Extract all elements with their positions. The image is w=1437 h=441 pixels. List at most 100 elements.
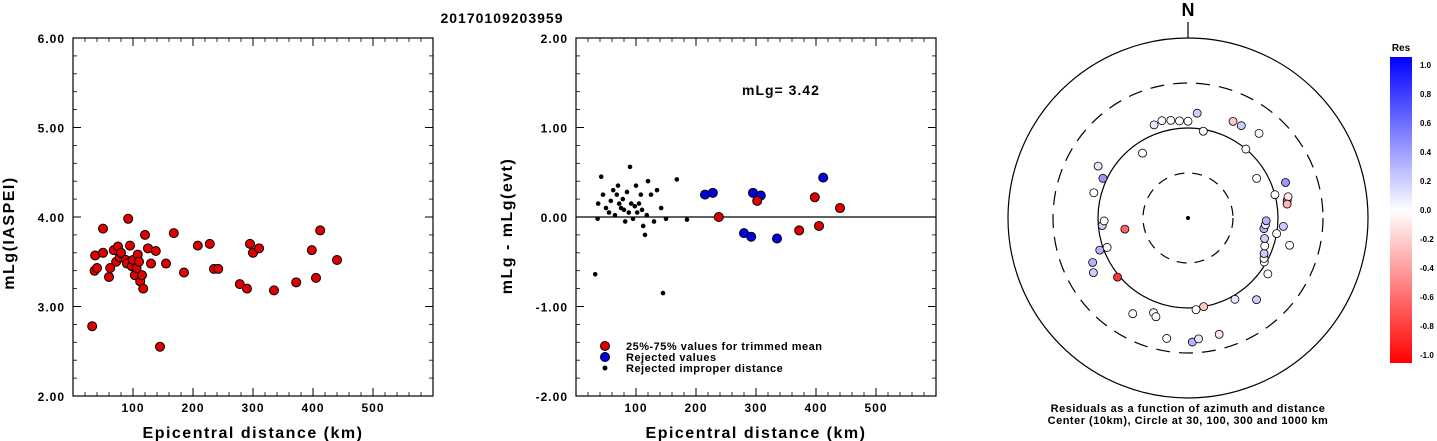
used-point: [713, 212, 724, 222]
x-tick-label: 400: [301, 401, 324, 415]
station-point: [1252, 295, 1261, 305]
y-tick-label: 4.00: [38, 211, 65, 225]
data-point: [242, 283, 252, 294]
improper-point: [638, 192, 644, 197]
colorbar-label: -0.2: [1420, 235, 1434, 244]
x-tick-label: 200: [181, 401, 204, 415]
data-point: [192, 240, 203, 251]
used-point: [752, 195, 763, 206]
data-point: [98, 223, 108, 234]
colorbar-label: -0.6: [1420, 293, 1434, 302]
data-point: [179, 267, 189, 278]
x-tick-label: 500: [361, 401, 384, 415]
data-point: [311, 272, 321, 283]
station-point: [1254, 128, 1264, 138]
station-point: [1261, 216, 1271, 226]
improper-point: [628, 201, 634, 206]
improper-point: [636, 201, 642, 206]
station-point: [1285, 240, 1295, 250]
legend-marker-used: [600, 341, 610, 351]
improper-point: [621, 207, 627, 213]
magnitude-distance-plot: 100 200 300 400 500 2.00 3.00 4.00 5.00 6.00 Epic…: [1, 32, 434, 441]
improper-point: [612, 212, 618, 218]
x-tick-label: 300: [744, 401, 767, 415]
y-tick-label: 6.00: [38, 32, 65, 46]
station-point: [1166, 115, 1176, 125]
colorbar-labels: 1.0 0.8 0.6 0.4 0.2 0.0 -0.2 -0.4 -0.6 -0.8 -1.0: [1420, 61, 1434, 360]
ring-300km: [1052, 82, 1324, 354]
improper-point: [651, 219, 657, 224]
station-point: [1183, 116, 1193, 126]
data-point: [269, 285, 279, 296]
station-point: [1281, 178, 1290, 187]
colorbar-gradient: [1390, 57, 1412, 363]
data-point: [168, 228, 179, 239]
data-point: [116, 247, 126, 258]
rejected-point: [707, 187, 718, 198]
ring-100km: [1097, 127, 1279, 309]
y-tick-label: -1.00: [536, 301, 568, 315]
station-point: [1192, 108, 1202, 118]
north-label: N: [1182, 0, 1195, 20]
used-point: [809, 192, 820, 203]
data-point: [123, 213, 134, 224]
station-point: [1149, 120, 1159, 130]
center-marker: [1186, 216, 1190, 220]
station-point: [1157, 116, 1167, 126]
residual-distance-plot: 100 200 300 400 500 -2.00 -1.00 0.00 1.00 2.00 mL…: [499, 32, 937, 441]
x-tick-label: 300: [241, 401, 264, 415]
data-point: [213, 263, 224, 274]
data-point: [155, 341, 165, 352]
improper-point: [608, 198, 614, 204]
colorbar-label: 0.4: [1420, 148, 1432, 157]
plot1-ylabel: mLg(IASPEI): [1, 176, 18, 289]
station-point: [1260, 234, 1269, 243]
plot2-xlabel: Epicentral distance (km): [646, 425, 867, 441]
station-point: [1282, 199, 1292, 209]
colorbar-label: -0.4: [1420, 264, 1434, 273]
improper-point: [627, 164, 633, 170]
station-point: [1270, 190, 1280, 200]
improper-point: [595, 201, 601, 206]
improper-point: [624, 189, 630, 195]
station-point: [1252, 173, 1262, 183]
plot1-xlabel: Epicentral distance (km): [143, 425, 364, 441]
data-point: [140, 229, 150, 240]
improper-point: [648, 192, 654, 197]
plot2-points: [592, 164, 845, 296]
y-tick-label: 1.00: [541, 122, 568, 136]
improper-point: [639, 207, 645, 213]
legend-label-improper: Rejected improper distance: [626, 363, 783, 375]
data-point: [137, 270, 147, 281]
data-point: [306, 245, 317, 256]
data-point: [204, 238, 215, 249]
used-point: [835, 203, 845, 214]
improper-point: [630, 216, 636, 222]
improper-point: [622, 219, 628, 224]
improper-point: [632, 203, 638, 209]
ring-1000km: [1007, 37, 1369, 399]
improper-point: [634, 210, 640, 215]
station-point: [1138, 148, 1147, 158]
data-point: [125, 240, 135, 251]
azimuth-caption-1: Residuals as a function of azimuth and d…: [1051, 403, 1326, 415]
y-tick-label: -2.00: [536, 390, 568, 404]
data-point: [138, 283, 149, 294]
data-point: [234, 279, 245, 290]
station-point: [1198, 126, 1208, 136]
colorbar-label: -1.0: [1420, 351, 1434, 360]
mlg-annotation: mLg= 3.42: [742, 82, 820, 98]
station-point: [1151, 312, 1161, 322]
plot1-points: [87, 213, 342, 352]
data-point: [315, 225, 326, 236]
station-point: [1099, 216, 1109, 226]
improper-point: [615, 183, 621, 188]
station-point: [1093, 161, 1103, 171]
improper-point: [600, 192, 606, 197]
plot2-legend: 25%-75% values for trimmed mean Rejected…: [600, 341, 822, 375]
station-point: [1241, 144, 1251, 154]
improper-point: [663, 216, 669, 222]
colorbar-label: -0.8: [1420, 322, 1434, 331]
station-point: [1228, 116, 1238, 126]
station-point: [1259, 249, 1269, 258]
